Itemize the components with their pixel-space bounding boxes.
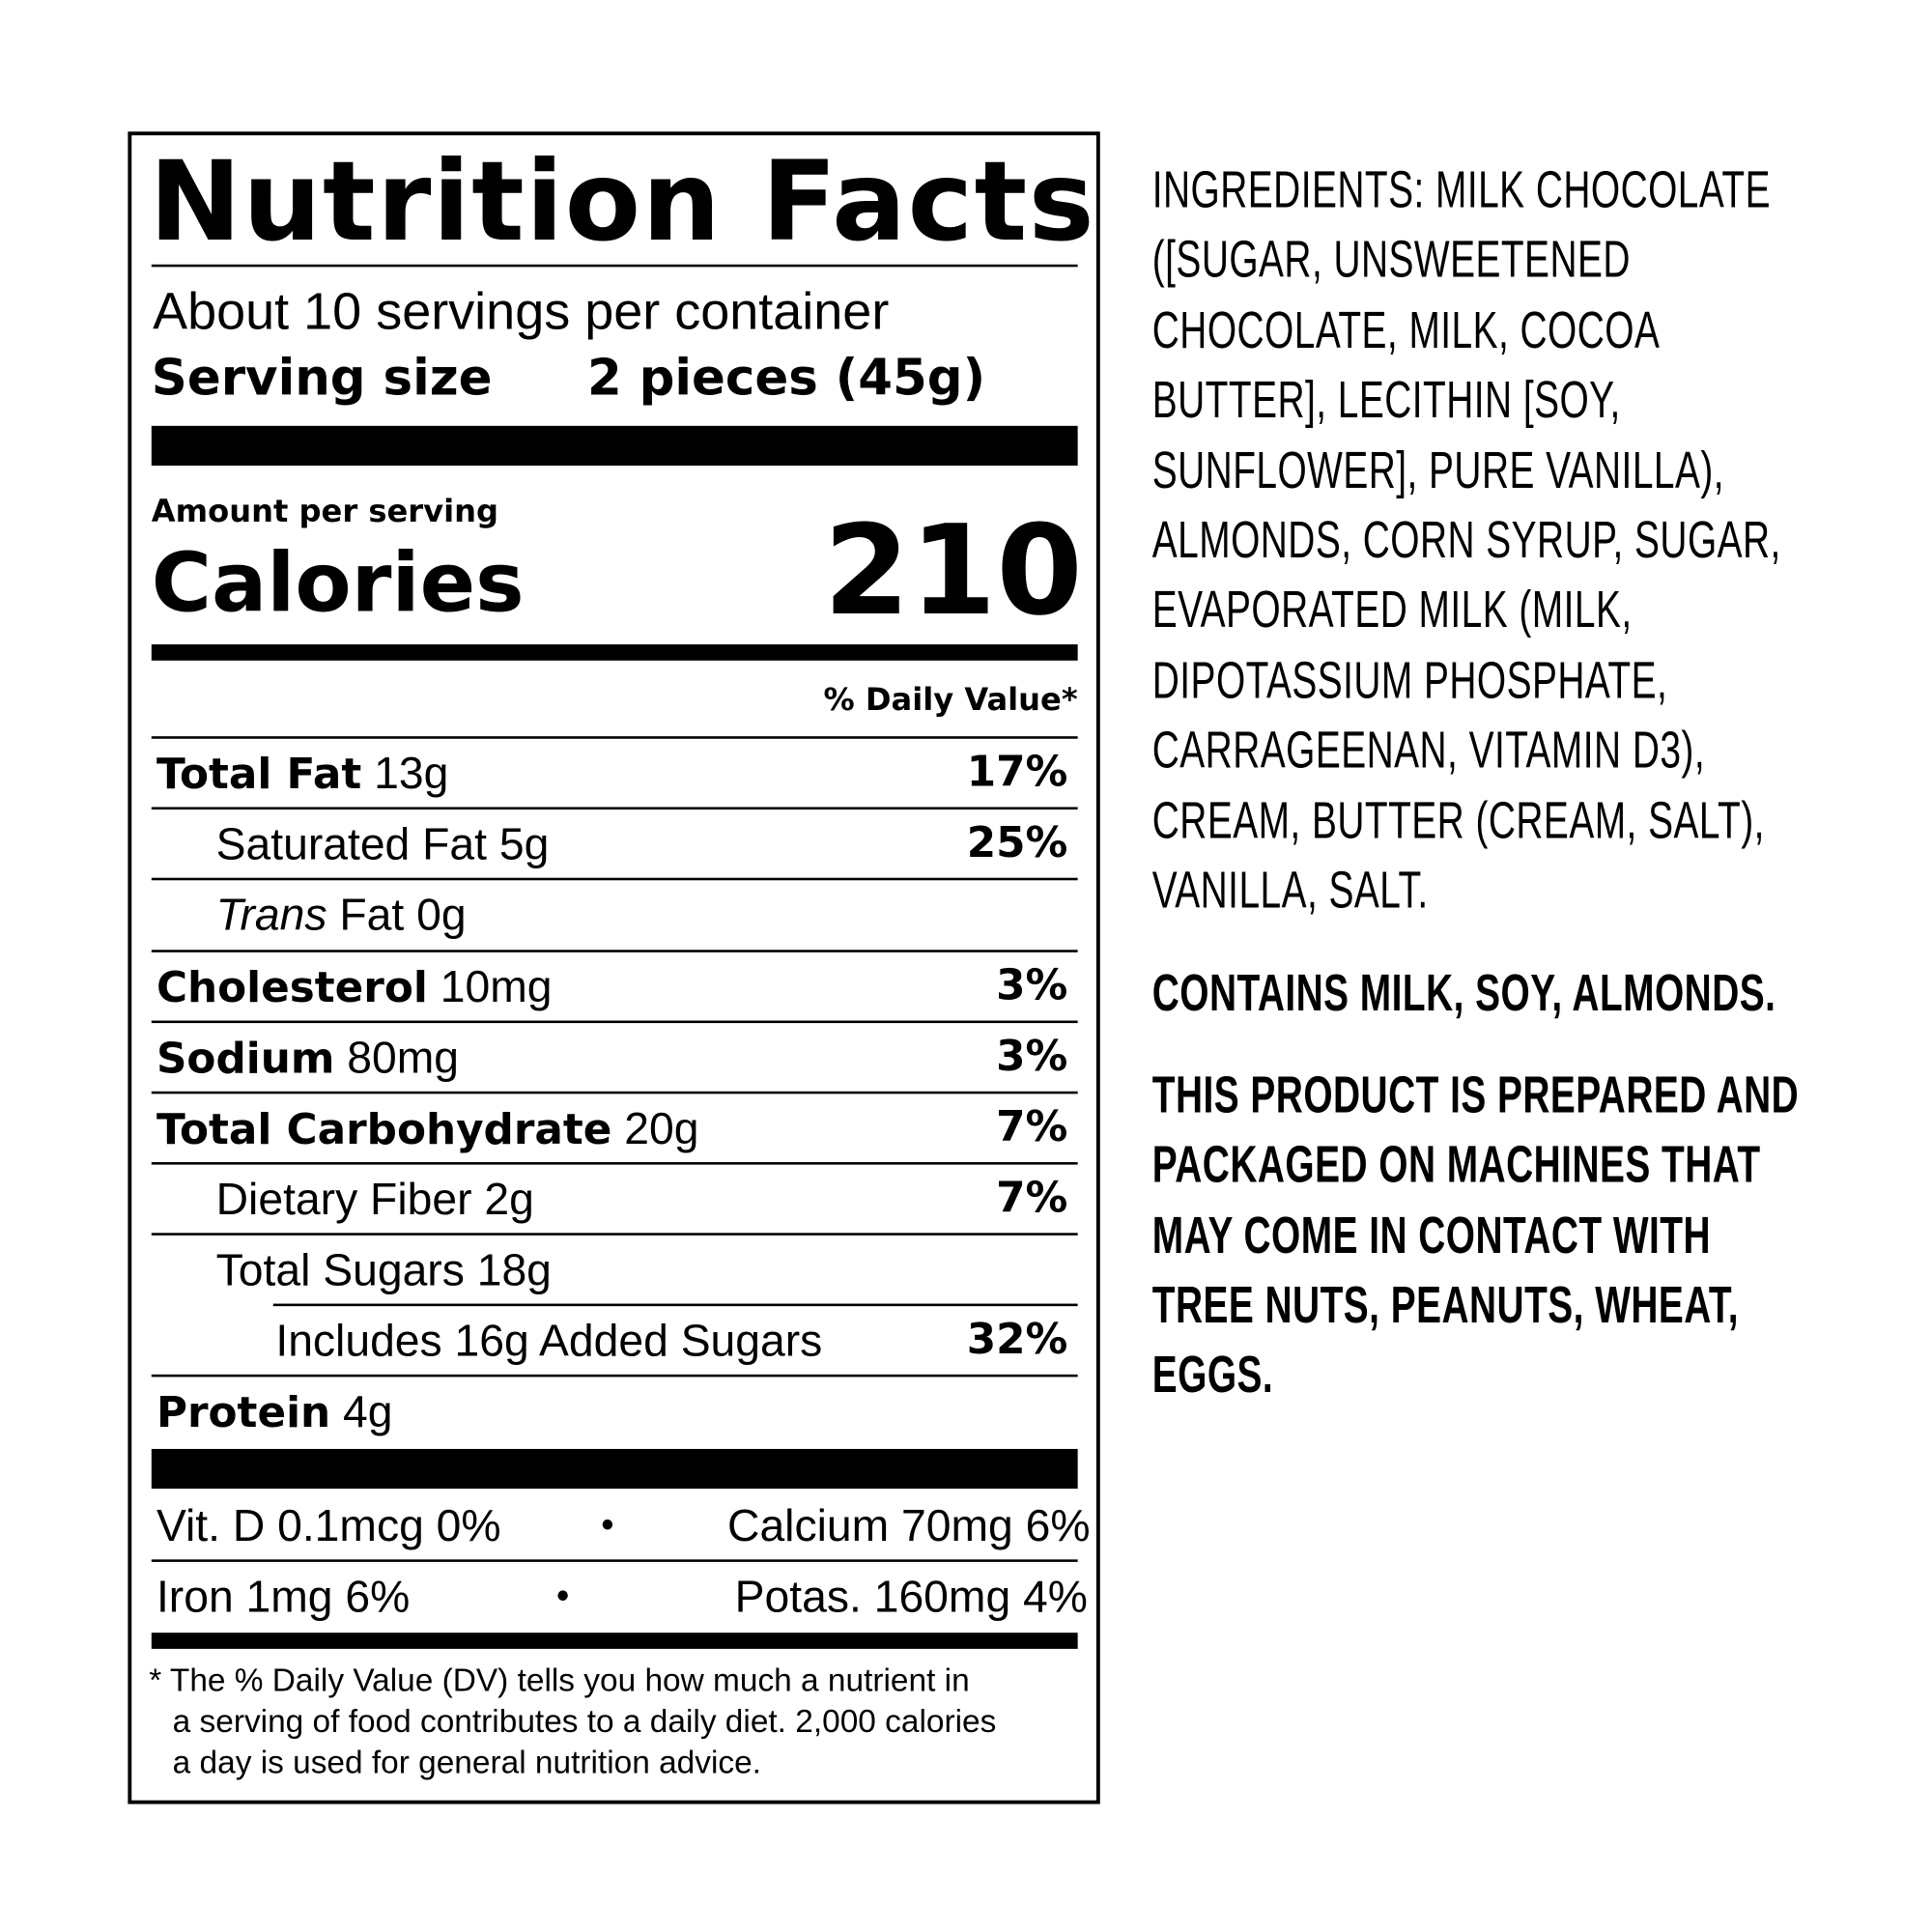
nutrition-facts-panel — [128, 131, 1100, 1804]
ingredients-line: INGREDIENTS: MILK CHOCOLATE — [1151, 159, 1771, 219]
nutrient-name: Dietary Fiber 2g — [216, 1163, 534, 1234]
divider-thin — [151, 1020, 1078, 1024]
nutrient-name: Includes 16g Added Sugars — [275, 1305, 822, 1376]
divider-thick — [151, 1448, 1078, 1490]
nutrient-amount: 10mg — [440, 960, 553, 1012]
daily-value-percent: 3% — [996, 1032, 1068, 1082]
nutrient-label: Sodium — [156, 1034, 335, 1085]
ingredients-line: ALMONDS, CORN SYRUP, SUGAR, — [1151, 510, 1781, 569]
allergen-warning-line: PACKAGED ON MACHINES THAT — [1151, 1135, 1761, 1194]
nutrient-row: Total Carbohydrate 20g 7% — [152, 1093, 1070, 1163]
divider-thin — [151, 1162, 1078, 1165]
serving-size-label: Serving size — [151, 350, 493, 408]
divider-thin — [151, 1233, 1078, 1236]
nutrient-amount: 0g — [416, 889, 467, 940]
nutrient-label: Total Fat — [156, 750, 362, 800]
calories-value: 210 — [823, 497, 1083, 643]
ingredients-line: DIPOTASSIUM PHOSPHATE, — [1151, 650, 1668, 709]
calories-label: Calories — [151, 534, 525, 631]
nutrient-amount: 13g — [374, 747, 449, 799]
daily-value-percent: 32% — [966, 1315, 1068, 1365]
nutrient-name: Total Sugars 18g — [216, 1235, 552, 1305]
divider-thin — [151, 950, 1078, 952]
divider-thin — [272, 1303, 1078, 1307]
allergen-warning-line: THIS PRODUCT IS PREPARED AND — [1151, 1065, 1800, 1124]
daily-value-percent: 7% — [996, 1102, 1068, 1152]
nutrient-amount: 4g — [343, 1385, 393, 1437]
nutrient-name: Total Carbohydrate 20g — [156, 1093, 699, 1166]
nutrient-row: Cholesterol 10mg 3% — [152, 952, 1070, 1022]
daily-value-percent: 3% — [996, 960, 1068, 1011]
nutrient-row: Saturated Fat 5g 25% — [152, 809, 1070, 879]
nutrient-row: Trans Fat 0g — [152, 879, 1070, 950]
allergen-warning-line: TREE NUTS, PEANUTS, WHEAT, — [1151, 1274, 1740, 1334]
divider-thin — [151, 877, 1078, 881]
nutrient-amount: 2g — [484, 1173, 534, 1225]
ingredients-line: SUNFLOWER], PURE VANILLA), — [1151, 440, 1725, 499]
divider-thin — [151, 736, 1078, 739]
potassium: Potas. 160mg 4% — [734, 1570, 1088, 1622]
nutrient-name: Sodium 80mg — [156, 1022, 459, 1095]
nutrient-label: Cholesterol — [156, 963, 428, 1013]
allergen-warning-line: MAY COME IN CONTACT WITH — [1151, 1205, 1712, 1264]
divider-medium — [151, 644, 1078, 661]
vitamin-d: Vit. D 0.1mcg 0% — [156, 1499, 501, 1551]
divider-thin — [151, 807, 1078, 810]
ingredients-line: CARRAGEENAN, VITAMIN D3), — [1151, 720, 1706, 780]
ingredients-line: BUTTER], LECITHIN [SOY, — [1151, 370, 1621, 429]
ingredients-line: ([SUGAR, UNSWEETENED — [1151, 230, 1631, 289]
ingredients-line: VANILLA, SALT. — [1151, 860, 1429, 920]
nutrient-row: Sodium 80mg 3% — [152, 1022, 1070, 1093]
daily-value-percent: 7% — [996, 1173, 1068, 1224]
divider-thin — [151, 1091, 1078, 1094]
footnote-line: a serving of food contributes to a daily… — [172, 1702, 997, 1740]
nutrient-amount: 20g — [624, 1102, 699, 1154]
ingredients-line: CHOCOLATE, MILK, COCOA — [1151, 299, 1661, 359]
amount-per-serving: Amount per serving — [151, 493, 498, 529]
allergen-contains: CONTAINS MILK, SOY, ALMONDS. — [1151, 963, 1776, 1022]
nutrient-row: Total Fat 13g 17% — [152, 737, 1070, 808]
bullet: • — [601, 1504, 614, 1547]
ingredients-line: EVAPORATED MILK (MILK, — [1151, 580, 1633, 639]
nutrient-name: Saturated Fat 5g — [216, 809, 550, 879]
daily-value-percent: 25% — [966, 818, 1068, 868]
label-title: Nutrition Facts — [149, 136, 1095, 267]
nutrient-amount: 18g — [476, 1243, 552, 1295]
nutrient-label: Dietary Fiber — [215, 1173, 472, 1225]
nutrient-row: Dietary Fiber 2g 7% — [152, 1163, 1070, 1234]
serving-size-value: 2 pieces (45g) — [586, 350, 986, 408]
divider-medium — [151, 1633, 1078, 1649]
nutrient-label: Protein — [156, 1387, 331, 1438]
bullet: • — [555, 1576, 570, 1617]
calcium: Calcium 70mg 6% — [727, 1499, 1091, 1551]
nutrient-name: Protein 4g — [156, 1376, 393, 1449]
divider-thin — [151, 264, 1078, 268]
nutrient-name: Total Fat 13g — [156, 737, 448, 810]
nutrient-amount: 5g — [498, 818, 550, 869]
nutrient-label: Total Sugars — [215, 1243, 465, 1295]
nutrient-label-suffix: Fat — [339, 889, 405, 940]
footnote-line: a day is used for general nutrition advi… — [172, 1743, 761, 1781]
daily-value-percent: 17% — [966, 747, 1068, 798]
divider-thin — [151, 1559, 1078, 1562]
nutrient-row: Protein 4g — [152, 1376, 1070, 1446]
allergen-warning-line: EGGS. — [1151, 1345, 1274, 1404]
nutrient-amount: 80mg — [347, 1032, 459, 1083]
nutrient-label: Trans — [215, 889, 327, 940]
divider-thin — [151, 1374, 1078, 1378]
nutrient-label: Includes 16g Added Sugars — [275, 1315, 823, 1366]
nutrient-name: Trans Fat 0g — [216, 879, 467, 950]
daily-value-header: % Daily Value* — [823, 681, 1078, 718]
nutrient-row: Total Sugars 18g — [152, 1235, 1070, 1305]
nutrient-row: Includes 16g Added Sugars 32% — [152, 1305, 1070, 1376]
iron: Iron 1mg 6% — [156, 1570, 411, 1622]
footnote-line: * The % Daily Value (DV) tells you how m… — [149, 1661, 970, 1699]
nutrient-label: Saturated Fat — [215, 818, 488, 869]
servings-per-container: About 10 servings per container — [153, 281, 890, 341]
divider-thick — [151, 425, 1078, 466]
nutrient-name: Cholesterol 10mg — [156, 952, 553, 1025]
nutrient-label: Total Carbohydrate — [156, 1104, 612, 1155]
ingredients-line: CREAM, BUTTER (CREAM, SALT), — [1151, 790, 1765, 849]
